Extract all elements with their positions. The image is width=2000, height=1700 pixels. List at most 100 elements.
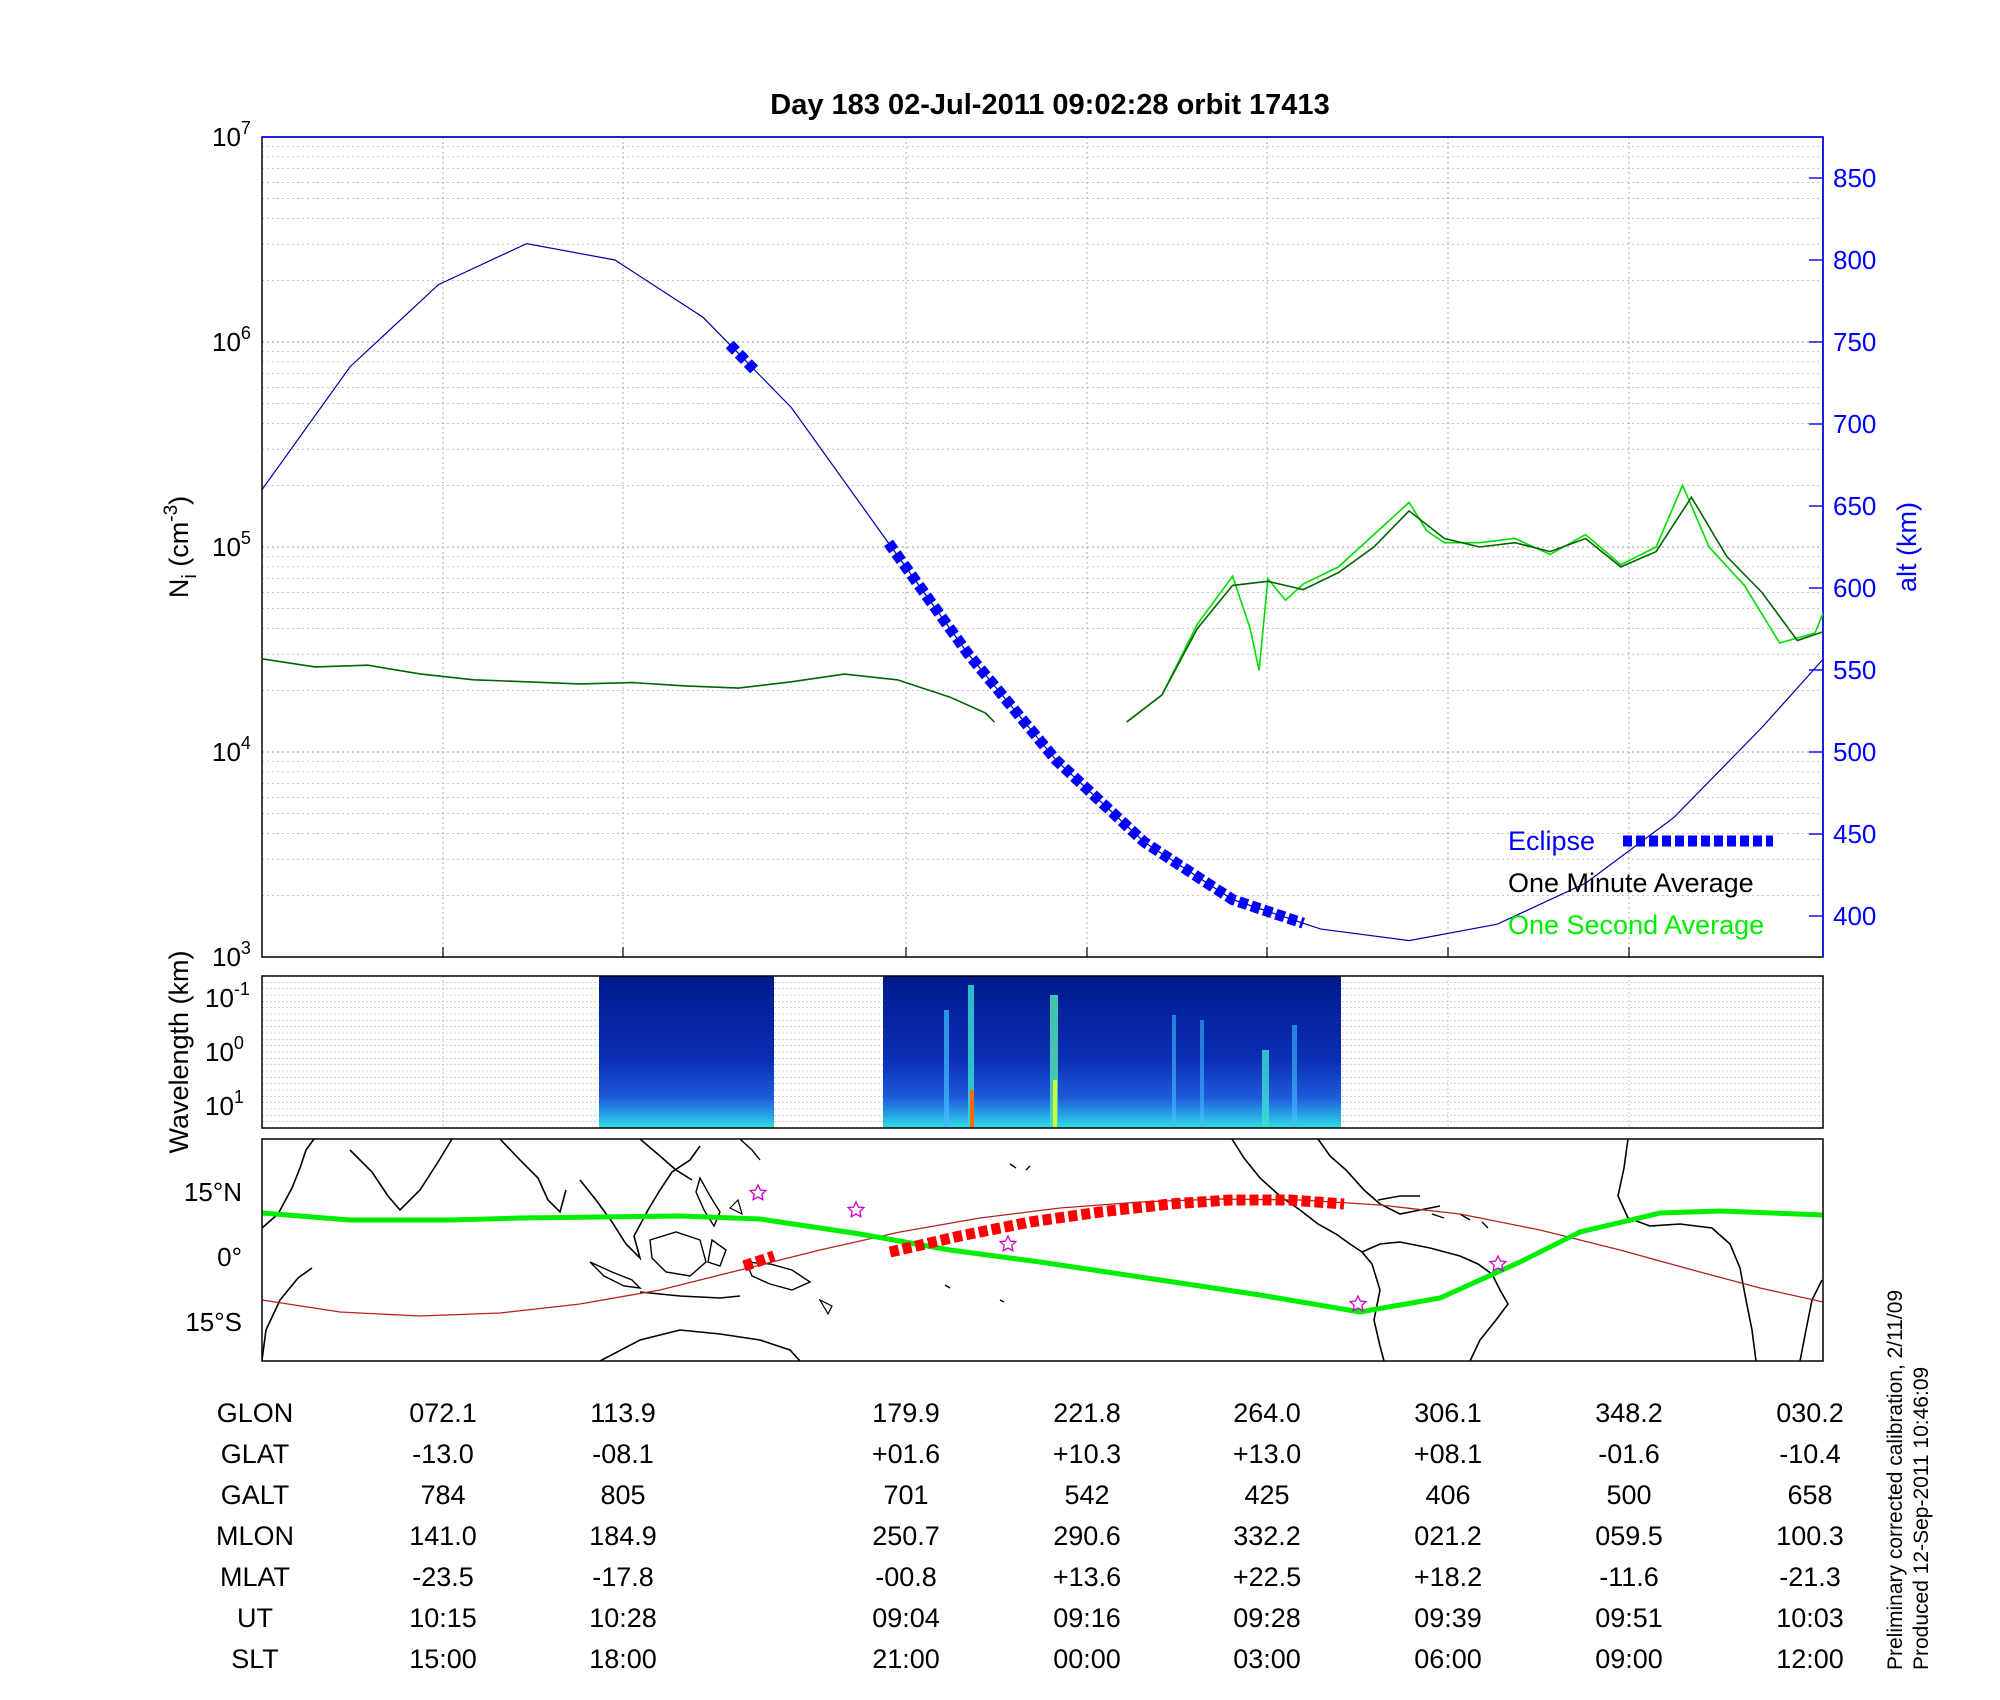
right-tick-label: 450	[1833, 819, 1876, 849]
table-cell: -00.8	[875, 1562, 937, 1592]
star-marker-4	[1348, 1294, 1368, 1312]
table-cell: 542	[1064, 1480, 1109, 1510]
table-cell: 113.9	[590, 1398, 656, 1428]
one-minute-average-line-segment-2	[1126, 495, 1823, 723]
table-cell: 15:00	[409, 1644, 477, 1674]
spectrogram-frame	[261, 975, 1824, 1129]
right-tick-label: 550	[1833, 655, 1876, 685]
right-tick-label: 750	[1833, 327, 1876, 357]
map-coastlines	[262, 1139, 1823, 1361]
table-cell: 264.0	[1233, 1398, 1301, 1428]
legend-minute-average-label: One Minute Average	[1508, 868, 1754, 898]
table-cell: 21:00	[872, 1644, 940, 1674]
table-cell: 09:39	[1414, 1603, 1482, 1633]
produced-note: Produced 12-Sep-2011 10:46:09	[1910, 1367, 1933, 1670]
table-cell: 18:00	[589, 1644, 657, 1674]
table-cell: 100.3	[1776, 1521, 1844, 1551]
station-markers	[748, 1183, 1508, 1312]
table-cell: 805	[600, 1480, 645, 1510]
table-cell: 179.9	[872, 1398, 940, 1428]
table-cell: 09:04	[872, 1603, 940, 1633]
table-cell: 06:00	[1414, 1644, 1482, 1674]
y-tick-1e3: 103	[212, 938, 251, 972]
table-row-label: MLON	[216, 1521, 294, 1551]
right-tick-label: 500	[1833, 737, 1876, 767]
spectrogram-bursts	[944, 985, 1297, 1128]
right-tick-label: 800	[1833, 245, 1876, 275]
table-cell: -01.6	[1598, 1439, 1660, 1469]
right-y-axis-label: alt (km)	[1892, 502, 1922, 592]
table-cell: 03:00	[1233, 1644, 1301, 1674]
legend-eclipse-label: Eclipse	[1508, 826, 1595, 856]
table-cell: 332.2	[1233, 1521, 1301, 1551]
table-cell: 072.1	[409, 1398, 477, 1428]
wl-tick-3: 101	[205, 1087, 244, 1121]
orbit-table: GLON GLAT GALT MLON MLAT UT SLT 072.1 -13.0 784 14…	[216, 1398, 1844, 1674]
table-cell: 00:00	[1053, 1644, 1121, 1674]
satellite-ground-track	[262, 1208, 1823, 1315]
lat-tick-15s: 15°S	[185, 1307, 242, 1337]
left-y-axis-label: Ni (cm-3)	[161, 496, 201, 598]
calibration-note: Preliminary corrected calibration, 2/11/…	[1884, 1290, 1907, 1670]
left-y-tick-labels: 103 104 105 106 107	[212, 118, 251, 972]
table-cell: -13.0	[412, 1439, 474, 1469]
table-cell: 500	[1606, 1480, 1651, 1510]
table-cell: 184.9	[589, 1521, 657, 1551]
eclipse-track-segment-1	[742, 1250, 776, 1272]
one-minute-average-line-segment-1	[262, 658, 995, 723]
table-cell: 09:28	[1233, 1603, 1301, 1633]
table-cell: -10.4	[1779, 1439, 1841, 1469]
table-cell: +08.1	[1414, 1439, 1482, 1469]
table-cell: 221.8	[1053, 1398, 1121, 1428]
table-cell: 406	[1425, 1480, 1470, 1510]
table-cell: 09:16	[1053, 1603, 1121, 1633]
spectrogram-y-tick-labels: 10-1 100 101	[205, 979, 250, 1121]
table-cell: -23.5	[412, 1562, 474, 1592]
table-cell: 784	[420, 1480, 465, 1510]
table-cell: 141.0	[409, 1521, 477, 1551]
eclipse-track-segment-2	[888, 1194, 1345, 1258]
table-cell: +18.2	[1414, 1562, 1482, 1592]
eclipse-segment-1	[725, 340, 761, 376]
y-tick-1e5: 105	[212, 528, 251, 562]
main-gridlines	[262, 137, 1823, 958]
table-row-label: GLON	[217, 1398, 294, 1428]
table-cell: -17.8	[592, 1562, 654, 1592]
table-cell: 030.2	[1776, 1398, 1844, 1428]
table-cell: +01.6	[872, 1439, 940, 1469]
right-y-tick-labels: 400 450 500 550 600 650 700 750 800 850	[1809, 163, 1876, 931]
table-cell: 09:00	[1595, 1644, 1663, 1674]
star-marker-2	[846, 1200, 866, 1218]
table-cell: 250.7	[872, 1521, 940, 1551]
wl-tick-2: 100	[205, 1033, 244, 1067]
table-cell: -08.1	[592, 1439, 654, 1469]
table-cell: 059.5	[1595, 1521, 1663, 1551]
table-cell: 09:51	[1595, 1603, 1663, 1633]
legend: Eclipse One Minute Average One Second Av…	[1508, 826, 1773, 940]
table-row-label: UT	[237, 1603, 273, 1633]
spectrogram-y-axis-label: Wavelength (km)	[164, 950, 194, 1153]
wl-tick-1: 10-1	[205, 979, 250, 1013]
table-row-label: GALT	[221, 1480, 290, 1510]
map-y-tick-labels: 15°N 0° 15°S	[184, 1177, 242, 1337]
lat-tick-0: 0°	[217, 1242, 242, 1272]
chart-title: Day 183 02-Jul-2011 09:02:28 orbit 17413	[770, 89, 1329, 121]
table-cell: -11.6	[1599, 1562, 1659, 1592]
table-cell: +22.5	[1233, 1562, 1301, 1592]
table-cell: -21.3	[1779, 1562, 1841, 1592]
table-cell: +13.6	[1053, 1562, 1121, 1592]
y-tick-1e4: 104	[212, 733, 251, 767]
table-cell: 425	[1244, 1480, 1289, 1510]
table-cell: 348.2	[1595, 1398, 1663, 1428]
star-marker-1	[748, 1183, 768, 1201]
right-tick-label: 700	[1833, 409, 1876, 439]
table-cell: 10:15	[409, 1603, 477, 1633]
table-cell: +10.3	[1053, 1439, 1121, 1469]
y-tick-1e6: 106	[212, 323, 251, 357]
table-cell: 10:03	[1776, 1603, 1844, 1633]
table-cell: 12:00	[1776, 1644, 1844, 1674]
star-marker-5	[1488, 1254, 1508, 1272]
table-cell: 290.6	[1053, 1521, 1121, 1551]
legend-second-average-label: One Second Average	[1508, 910, 1764, 940]
